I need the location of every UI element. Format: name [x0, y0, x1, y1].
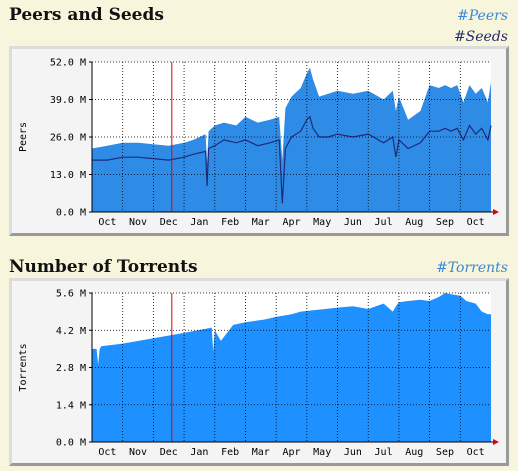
torrents-xtick-label-5: Mar: [252, 447, 270, 458]
peers-xtick-label-2: Dec: [160, 217, 178, 228]
peers-ytick-label-4: 52.0 M: [50, 58, 86, 69]
peers-xtick-label-9: Jul: [375, 217, 393, 228]
torrents-xtick-label-1: Nov: [129, 447, 147, 458]
torrents-xtick-label-4: Feb: [221, 447, 239, 458]
torrents-xtick-label-9: Jul: [375, 447, 393, 458]
peers-xtick-label-4: Feb: [221, 217, 239, 228]
peers-x-arrow: [493, 209, 499, 215]
peers-xtick-label-8: Jun: [344, 217, 362, 228]
peers-xtick-label-10: Aug: [405, 217, 423, 228]
peers-y-axis-label: Peers: [18, 122, 29, 152]
peers-ytick-label-1: 13.0 M: [50, 170, 86, 181]
torrents-title: Number of Torrents: [9, 257, 198, 277]
peers-ytick-label-3: 39.0 M: [50, 95, 86, 106]
peers-xtick-label-11: Sep: [436, 217, 454, 228]
torrents-ytick-label-4: 5.6 M: [56, 289, 86, 300]
torrents-ytick-label-2: 2.8 M: [56, 363, 86, 374]
torrents-x-arrow: [493, 439, 499, 445]
peers-series-seeds: [92, 115, 492, 204]
torrents-panel: 0.0 M 1.4 M 2.8 M 4.2 M 5.6 M Oct Nov Dec Jan Feb…: [9, 278, 509, 466]
peers-seeds-title: Peers and Seeds: [9, 5, 164, 25]
peers-ytick-label-0: 0.0 M: [56, 208, 86, 219]
torrents-chart: 0.0 M 1.4 M 2.8 M 4.2 M 5.6 M Oct Nov Dec Jan Feb…: [18, 289, 499, 458]
torrents-xtick-label-6: Apr: [282, 447, 300, 458]
peers-xtick-label-3: Jan: [190, 217, 208, 228]
peers-seeds-chart: 0.0 M 13.0 M 26.0 M 39.0 M 52.0 M Oct Nov Dec Ja…: [18, 58, 499, 228]
torrents-xtick-label-2: Dec: [160, 447, 178, 458]
peers-series-peers: [92, 67, 491, 212]
legend-torrents: #Torrents: [436, 260, 508, 276]
torrents-xtick-label-11: Sep: [436, 447, 454, 458]
torrents-xtick-label-7: May: [313, 447, 331, 458]
peers-xtick-label-0: Oct: [98, 217, 116, 228]
peers-xtick-label-12: Oct: [467, 217, 485, 228]
torrents-xtick-label-8: Jun: [344, 447, 362, 458]
torrents-ytick-label-0: 0.0 M: [56, 438, 86, 449]
peers-seeds-panel: 0.0 M 13.0 M 26.0 M 39.0 M 52.0 M Oct Nov Dec Ja…: [9, 46, 509, 236]
torrents-xtick-label-3: Jan: [190, 447, 208, 458]
peers-xtick-label-7: May: [313, 217, 331, 228]
peers-xtick-label-1: Nov: [129, 217, 147, 228]
torrents-xtick-label-10: Aug: [405, 447, 423, 458]
peers-ytick-label-2: 26.0 M: [50, 133, 86, 144]
torrents-xtick-label-0: Oct: [98, 447, 116, 458]
peers-xtick-label-5: Mar: [252, 217, 270, 228]
torrents-y-axis-label: Torrents: [18, 343, 29, 391]
legend-peers: #Peers: [457, 8, 508, 24]
torrents-xtick-label-12: Oct: [467, 447, 485, 458]
torrents-ytick-label-3: 4.2 M: [56, 326, 86, 337]
torrents-ytick-label-1: 1.4 M: [56, 400, 86, 411]
legend-seeds: #Seeds: [453, 29, 508, 45]
peers-xtick-label-6: Apr: [282, 217, 300, 228]
